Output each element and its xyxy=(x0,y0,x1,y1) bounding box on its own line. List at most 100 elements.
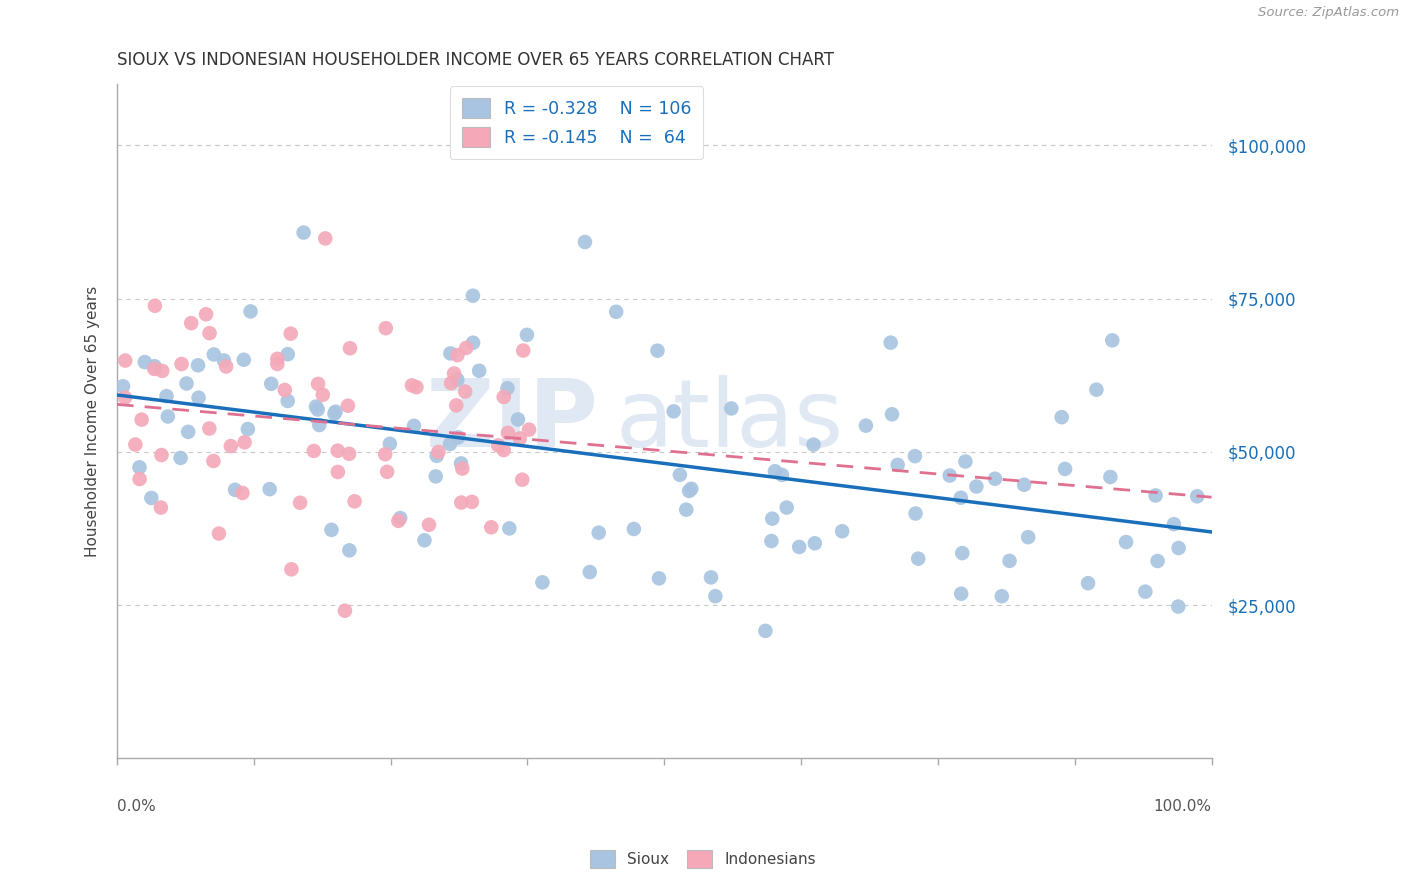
Point xyxy=(215,359,238,374)
Point xyxy=(259,482,281,496)
Point xyxy=(907,551,929,566)
Text: SIOUX VS INDONESIAN HOUSEHOLDER INCOME OVER 65 YEARS CORRELATION CHART: SIOUX VS INDONESIAN HOUSEHOLDER INCOME O… xyxy=(117,51,834,69)
Point xyxy=(446,398,468,412)
Point xyxy=(339,341,361,355)
Point xyxy=(176,376,198,391)
Point xyxy=(232,352,254,367)
Text: ZIP: ZIP xyxy=(426,376,599,467)
Point xyxy=(450,495,472,509)
Point xyxy=(302,444,325,458)
Point xyxy=(804,536,827,550)
Point xyxy=(155,389,177,403)
Point xyxy=(955,454,977,468)
Point xyxy=(447,430,470,444)
Point xyxy=(776,500,799,515)
Text: atlas: atlas xyxy=(614,376,844,467)
Point xyxy=(307,402,329,417)
Point xyxy=(231,486,253,500)
Point xyxy=(212,353,235,368)
Point xyxy=(803,437,825,451)
Point xyxy=(879,335,901,350)
Point xyxy=(208,526,231,541)
Point xyxy=(886,458,908,472)
Point xyxy=(143,299,166,313)
Point xyxy=(323,407,346,421)
Point xyxy=(681,482,703,496)
Point xyxy=(1144,488,1167,502)
Point xyxy=(266,351,288,366)
Point xyxy=(280,562,302,576)
Point xyxy=(605,305,627,319)
Point xyxy=(156,409,179,424)
Point xyxy=(277,347,299,361)
Text: Source: ZipAtlas.com: Source: ZipAtlas.com xyxy=(1258,6,1399,20)
Point xyxy=(169,450,191,465)
Point xyxy=(337,447,360,461)
Point xyxy=(669,467,692,482)
Point xyxy=(131,412,153,426)
Point xyxy=(648,571,671,585)
Point xyxy=(111,379,134,393)
Point xyxy=(1077,576,1099,591)
Point xyxy=(195,307,218,321)
Point xyxy=(224,483,246,497)
Point xyxy=(308,418,330,433)
Point xyxy=(288,496,311,510)
Point xyxy=(326,443,349,458)
Point xyxy=(114,391,136,405)
Point xyxy=(177,425,200,439)
Legend: R = -0.328    N = 106, R = -0.145    N =  64: R = -0.328 N = 106, R = -0.145 N = 64 xyxy=(450,86,703,159)
Point xyxy=(387,514,409,528)
Point xyxy=(314,231,336,245)
Point xyxy=(141,491,163,505)
Point xyxy=(307,376,329,391)
Point xyxy=(763,464,786,478)
Point xyxy=(343,494,366,508)
Point xyxy=(1167,599,1189,614)
Point xyxy=(187,359,209,373)
Point xyxy=(134,355,156,369)
Point xyxy=(274,383,297,397)
Point xyxy=(1115,535,1137,549)
Point xyxy=(754,624,776,638)
Point xyxy=(260,376,283,391)
Point xyxy=(337,543,360,558)
Point xyxy=(266,357,288,371)
Point xyxy=(143,359,166,374)
Point xyxy=(426,449,449,463)
Point xyxy=(321,523,343,537)
Point xyxy=(170,357,193,371)
Text: 100.0%: 100.0% xyxy=(1153,799,1212,814)
Point xyxy=(233,435,256,450)
Point xyxy=(1085,383,1108,397)
Point xyxy=(770,467,793,482)
Point xyxy=(506,412,529,426)
Point xyxy=(439,346,461,360)
Point xyxy=(761,534,783,549)
Point xyxy=(498,521,520,535)
Point xyxy=(938,468,960,483)
Point xyxy=(486,438,509,452)
Point xyxy=(277,393,299,408)
Point xyxy=(509,432,531,446)
Point xyxy=(336,399,359,413)
Point xyxy=(623,522,645,536)
Point xyxy=(124,437,146,451)
Point xyxy=(496,381,519,395)
Point xyxy=(761,511,783,525)
Point xyxy=(375,465,398,479)
Point xyxy=(128,460,150,475)
Point xyxy=(1012,477,1035,491)
Point xyxy=(510,473,533,487)
Legend: Sioux, Indonesians: Sioux, Indonesians xyxy=(585,844,821,873)
Point xyxy=(305,400,328,414)
Point xyxy=(720,401,742,416)
Point xyxy=(149,500,172,515)
Point xyxy=(904,507,927,521)
Point xyxy=(831,524,853,539)
Point xyxy=(454,384,477,399)
Point xyxy=(675,502,697,516)
Point xyxy=(451,461,474,475)
Point xyxy=(280,326,302,341)
Point xyxy=(405,380,427,394)
